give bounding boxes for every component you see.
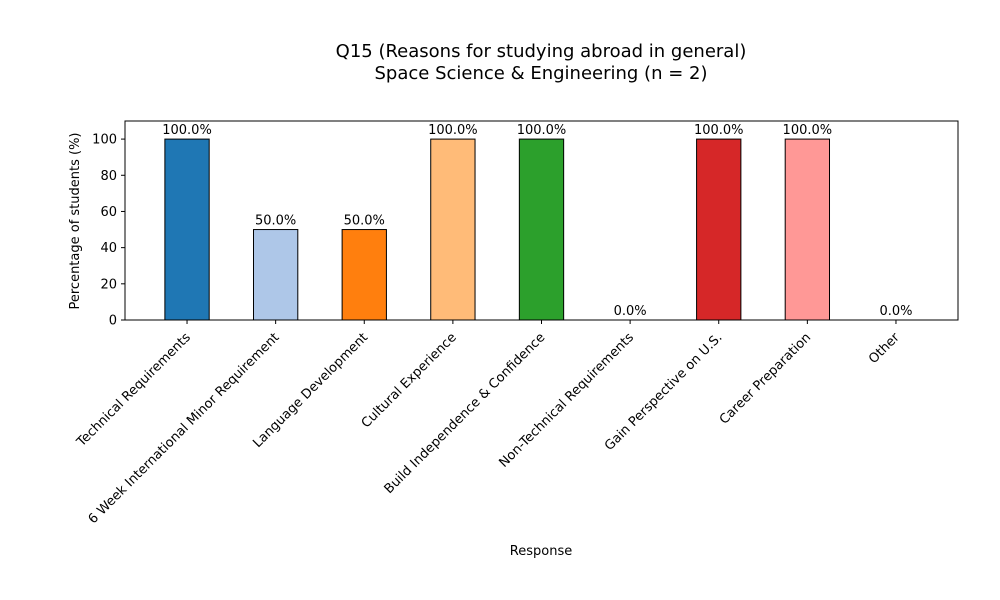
axes-frame <box>124 120 959 321</box>
x-tick-label: Career Preparation <box>717 330 814 427</box>
data-label: 100.0% <box>162 123 212 138</box>
data-label: 50.0% <box>255 214 296 229</box>
data-label: 100.0% <box>694 123 744 138</box>
y-axis-label: Percentage of students (%) <box>68 132 83 309</box>
chart-title-line-1: Q15 (Reasons for studying abroad in gene… <box>336 41 747 62</box>
bar <box>164 138 210 321</box>
x-tick-label: 6 Week International Minor Requirement <box>86 330 283 527</box>
bar <box>784 138 831 321</box>
data-label: 50.0% <box>344 214 385 229</box>
data-label: 0.0% <box>614 304 647 319</box>
y-tick-label: 20 <box>100 277 117 292</box>
y-tick-label: 0 <box>109 314 117 329</box>
y-tick-label: 80 <box>100 169 117 184</box>
bar <box>696 138 742 321</box>
y-tick-label: 40 <box>100 241 117 256</box>
y-tick-label: 100 <box>92 133 117 148</box>
x-axis-label: Response <box>510 544 572 559</box>
data-label: 100.0% <box>428 123 478 138</box>
chart-title-line-2: Space Science & Engineering (n = 2) <box>375 63 708 84</box>
data-label: 0.0% <box>879 304 912 319</box>
x-tick-label: Other <box>866 330 903 367</box>
data-label: 100.0% <box>517 123 567 138</box>
y-tick-label: 60 <box>100 205 117 220</box>
x-tick-label: Cultural Experience <box>359 330 460 431</box>
bar <box>341 229 387 321</box>
bar <box>252 229 299 321</box>
x-tick-label: Build Independence & Confidence <box>382 330 549 497</box>
data-label: 100.0% <box>783 123 833 138</box>
bar <box>430 138 476 321</box>
bar <box>518 138 565 321</box>
